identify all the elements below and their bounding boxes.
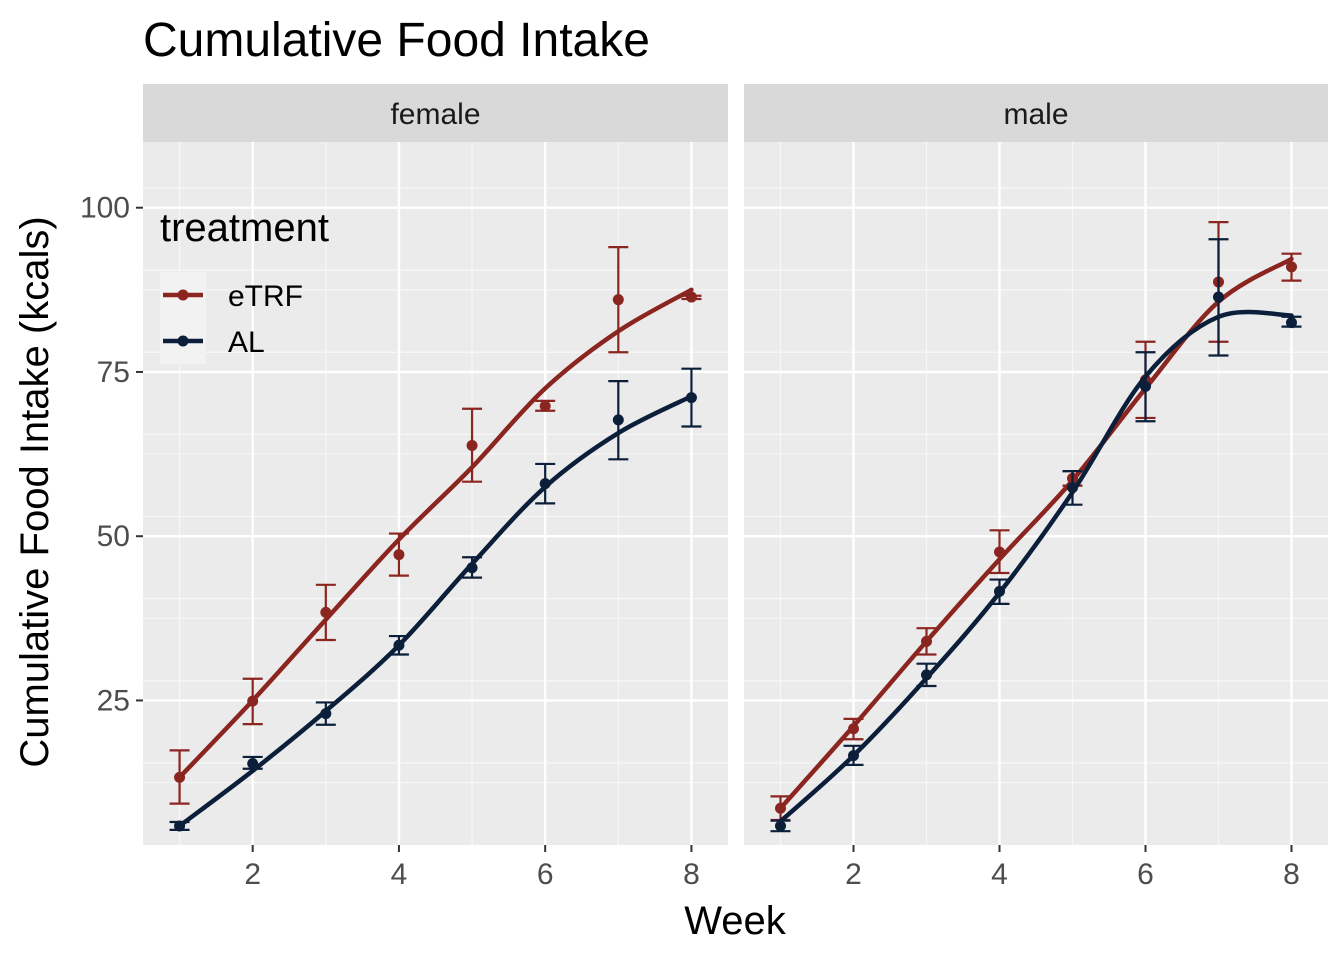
legend-item-eTRF: eTRF [160,272,303,318]
legend: treatment eTRF AL [160,206,329,364]
strip-label: female [390,98,480,131]
panel-male: male 2 4 6 8 [744,84,1328,891]
data-point [539,400,551,412]
legend-key-point [177,289,189,301]
data-point [539,478,551,490]
data-point [612,294,624,306]
data-point [174,820,186,832]
data-point [775,820,786,832]
x-tick-label: 8 [1283,858,1300,891]
data-point [848,723,859,735]
data-point [466,562,478,574]
series-AL [770,238,1302,833]
data-point [1067,482,1078,494]
series-AL [169,367,702,832]
y-axis-title: Cumulative Food Intake (kcals) [13,216,57,767]
data-point [848,750,859,762]
y-tick-label: 25 [97,684,130,717]
x-tick-label: 6 [537,858,554,891]
legend-key-point [177,335,189,347]
chart-title: Cumulative Food Intake [143,14,650,67]
data-point [466,440,478,452]
data-point [247,695,259,707]
strip-background [744,84,1328,142]
data-point [685,291,697,303]
data-point [320,606,332,618]
smooth-line-eTRF [177,287,694,780]
data-point [1213,291,1224,303]
plot-background [143,142,728,845]
data-point [1286,261,1297,273]
data-point [1286,317,1297,329]
smooth-line-AL [177,394,694,829]
y-tick-label: 50 [97,520,130,553]
data-point [393,639,405,651]
data-point [320,708,332,720]
y-tick-label: 100 [80,192,130,225]
legend-title: treatment [160,206,329,250]
data-point [775,802,786,814]
data-point [612,414,624,426]
smooth-line-AL [778,309,1294,824]
panel-female: female 2 4 6 8 25 50 75 100 [80,84,728,891]
x-tick-label: 6 [1137,858,1154,891]
legend-label: AL [228,326,265,359]
data-point [174,771,186,783]
x-tick-label: 4 [391,858,408,891]
y-tick-label: 75 [97,356,130,389]
x-axis-title: Week [684,899,787,943]
panels-layer: female 2 4 6 8 25 50 75 100 male 2 4 6 8 [80,84,1328,891]
strip-label: male [1003,98,1068,131]
x-tick-label: 8 [683,858,700,891]
series-eTRF [169,246,702,805]
legend-label: eTRF [228,280,303,313]
data-point [247,758,259,770]
data-point [1140,380,1151,392]
data-point [685,392,697,404]
legend-item-AL: AL [160,318,265,364]
x-tick-label: 2 [244,858,261,891]
data-point [921,669,932,681]
x-tick-label: 2 [845,858,862,891]
data-point [393,549,405,561]
data-point [994,546,1005,558]
data-point [921,635,932,647]
strip-background [143,84,728,142]
data-point [994,585,1005,597]
x-tick-label: 4 [991,858,1008,891]
plot-background [744,142,1328,845]
